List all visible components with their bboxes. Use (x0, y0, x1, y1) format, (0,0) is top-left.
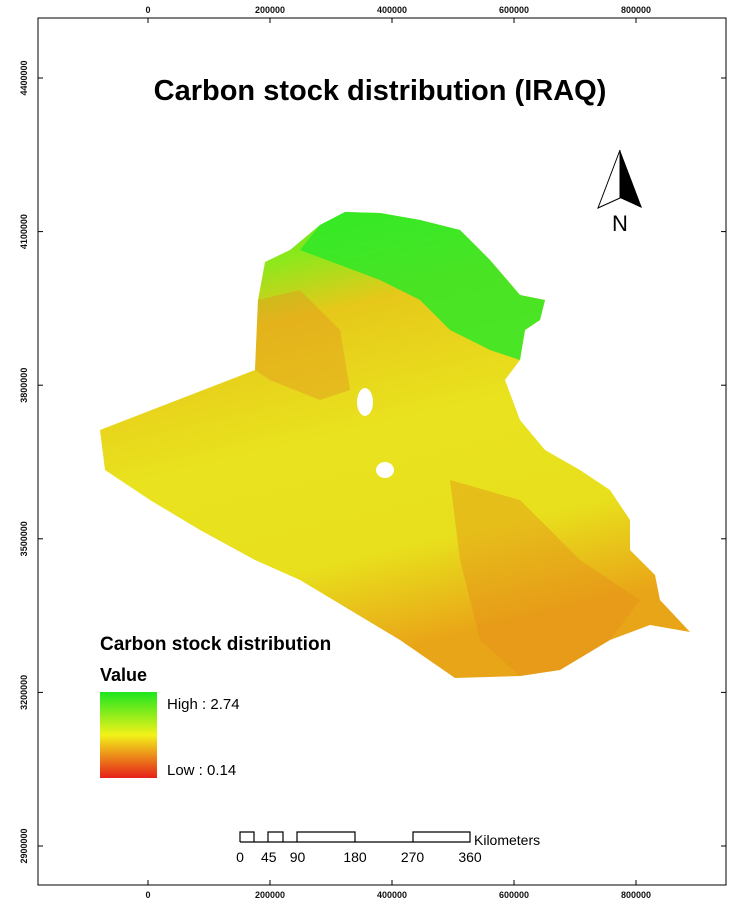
bottom-tick-label: 400000 (377, 890, 407, 900)
left-tick-label: 3500000 (19, 521, 29, 556)
legend-high: High : 2.74 (167, 696, 240, 713)
top-tick-label: 800000 (621, 5, 651, 15)
left-tick-label: 3800000 (19, 368, 29, 403)
scale-label: 90 (290, 849, 306, 865)
top-tick-label: 200000 (255, 5, 285, 15)
scale-label: 45 (261, 849, 277, 865)
bottom-tick-label: 800000 (621, 890, 651, 900)
map-title: Carbon stock distribution (IRAQ) (154, 75, 607, 107)
north-label: N (612, 211, 628, 236)
left-tick-label: 4100000 (19, 214, 29, 249)
scale-label: 270 (401, 849, 425, 865)
scale-unit: Kilometers (474, 832, 540, 848)
scale-label: 360 (458, 849, 482, 865)
legend-title: Carbon stock distribution (100, 634, 331, 655)
left-tick-label: 3200000 (19, 675, 29, 710)
bottom-tick-label: 600000 (499, 890, 529, 900)
legend-ramp (100, 692, 157, 778)
top-tick-label: 0 (145, 5, 150, 15)
page: {"title": "Carbon stock distribution (IR… (0, 0, 729, 903)
legend-low: Low : 0.14 (167, 762, 236, 779)
scale-label: 180 (343, 849, 367, 865)
bottom-tick-label: 0 (145, 890, 150, 900)
lake (357, 388, 373, 416)
lake (376, 462, 394, 478)
left-tick-label: 2900000 (19, 828, 29, 863)
top-tick-label: 400000 (377, 5, 407, 15)
top-tick-label: 600000 (499, 5, 529, 15)
map-layout: Carbon stock distribution (IRAQ) N Carbo… (0, 0, 729, 903)
legend-subtitle: Value (100, 665, 147, 685)
bottom-tick-label: 200000 (255, 890, 285, 900)
scale-label: 0 (236, 849, 244, 865)
left-tick-label: 4400000 (19, 60, 29, 95)
